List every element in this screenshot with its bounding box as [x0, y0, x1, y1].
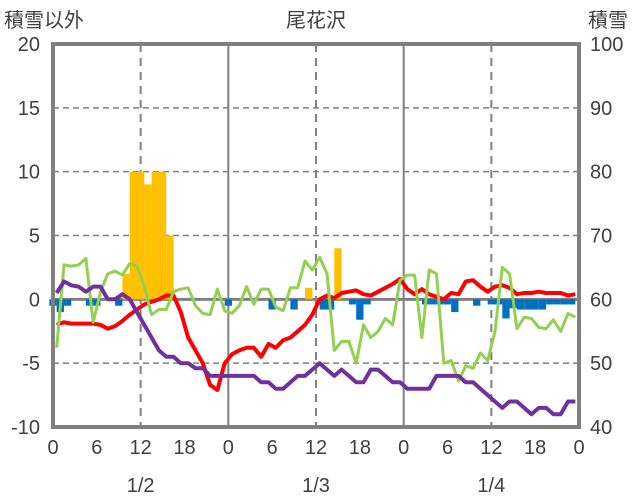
x-tick-label: 18 — [524, 437, 546, 459]
negative-bar — [290, 299, 298, 310]
negative-bar — [553, 299, 561, 305]
plot-border — [51, 42, 581, 429]
negative-bar — [63, 299, 72, 306]
left-tick-label: 5 — [29, 226, 40, 248]
left-axis-title: 積雪以外 — [4, 9, 84, 32]
negative-bar — [502, 299, 510, 319]
negative-bar — [538, 299, 547, 310]
negative-bar — [451, 299, 459, 313]
x-tick-label: 18 — [173, 437, 195, 459]
green-line-series — [55, 255, 576, 383]
day-label: 1/4 — [477, 475, 505, 497]
right-tick-label: 50 — [590, 353, 612, 375]
right-tick-label: 40 — [590, 417, 612, 439]
snow-depth-series — [55, 279, 576, 417]
right-tick-label: 100 — [590, 34, 623, 56]
left-tick-label: 10 — [18, 162, 40, 184]
positive-bar — [334, 248, 342, 300]
right-axis-title: 積雪 — [588, 9, 628, 32]
x-tick-label: 6 — [442, 437, 453, 459]
negative-bar — [429, 299, 437, 305]
x-tick-label: 6 — [267, 437, 278, 459]
left-tick-label: -10 — [11, 417, 40, 439]
positive-bar — [129, 171, 138, 300]
day-label: 1/3 — [302, 475, 330, 497]
x-tick-label: 18 — [349, 437, 371, 459]
day-label: 1/2 — [127, 475, 155, 497]
negative-bar — [319, 299, 327, 310]
negative-bar — [348, 299, 357, 305]
x-tick-label: 12 — [130, 437, 152, 459]
x-tick-label: 12 — [480, 437, 502, 459]
x-tick-label: 12 — [305, 437, 327, 459]
x-tick-label: 6 — [91, 437, 102, 459]
right-tick-label: 70 — [590, 226, 612, 248]
left-tick-label: 20 — [18, 34, 40, 56]
x-tick-label: 0 — [223, 437, 234, 459]
x-tick-label: 0 — [398, 437, 409, 459]
positive-bar — [151, 171, 159, 300]
negative-bar — [363, 299, 371, 305]
positive-bar — [137, 171, 145, 300]
x-tick-label: 0 — [573, 437, 584, 459]
negative-bar — [473, 299, 481, 306]
negative-bar — [443, 299, 452, 305]
negative-bar — [524, 299, 532, 310]
positive-bar — [305, 287, 313, 300]
negative-bar — [224, 299, 232, 306]
negative-bar — [487, 299, 495, 305]
left-tick-label: -5 — [22, 353, 40, 375]
positive-bar — [144, 184, 152, 300]
lines — [55, 255, 576, 417]
x-tick-label: 0 — [47, 437, 58, 459]
negative-bar — [268, 299, 276, 310]
right-tick-label: 80 — [590, 162, 612, 184]
negative-bar — [356, 299, 364, 320]
chart-title: 尾花沢 — [286, 9, 346, 32]
left-tick-label: 15 — [18, 98, 40, 120]
red-line-series — [56, 276, 576, 392]
negative-bar — [546, 299, 554, 305]
negative-bar — [560, 299, 569, 305]
positive-bar — [158, 171, 167, 300]
negative-bar — [115, 299, 123, 306]
positive-bar — [122, 273, 130, 300]
positive-bar — [166, 235, 174, 300]
negative-bar — [568, 299, 576, 305]
negative-bar — [531, 299, 539, 310]
negative-bar — [516, 299, 525, 310]
left-tick-label: 0 — [29, 289, 40, 311]
right-tick-label: 60 — [590, 289, 612, 311]
right-tick-label: 90 — [590, 98, 612, 120]
